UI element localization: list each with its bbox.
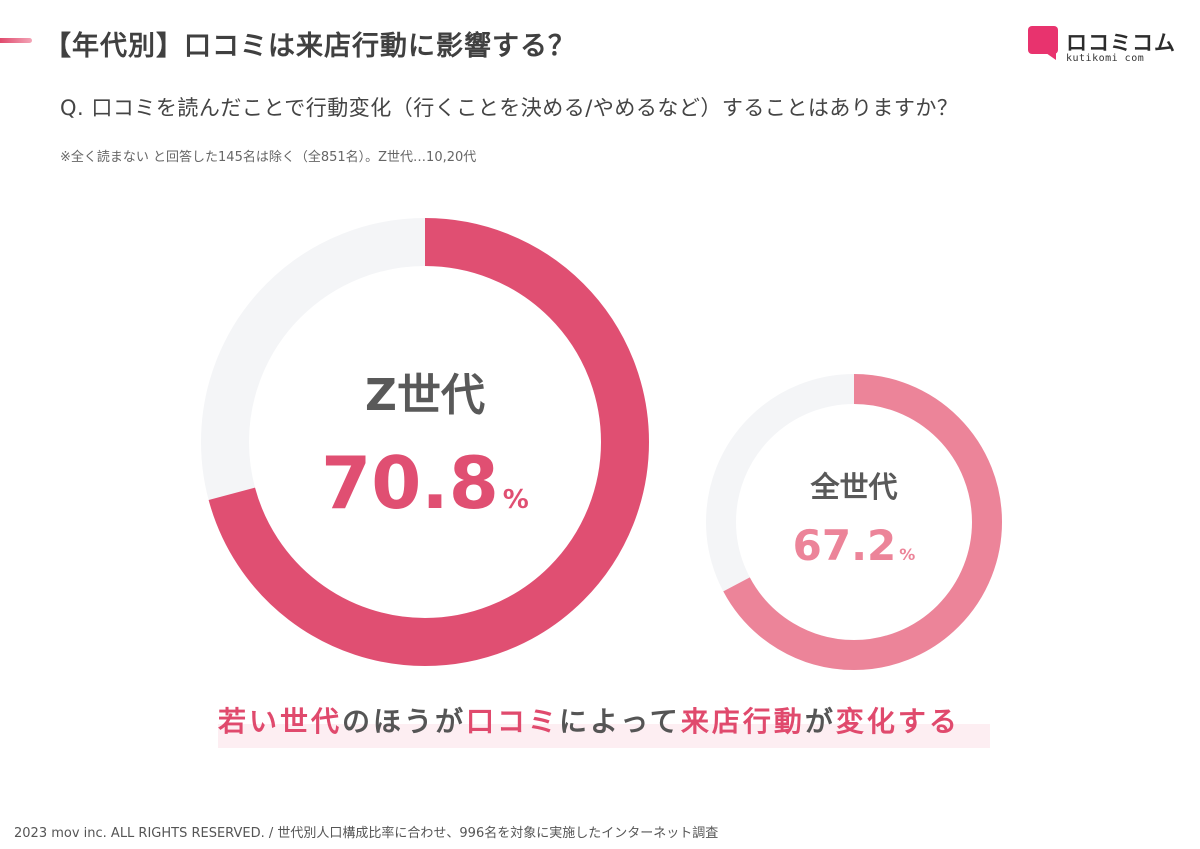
conclusion-banner: 若い世代のほうが口コミによって来店行動が変化する [218,700,990,748]
conclusion-segment: のほうが [342,705,467,738]
donut-category-label: 全世代 [809,470,897,504]
donut-value-arc [201,218,649,666]
conclusion-text: 若い世代のほうが口コミによって来店行動が変化する [218,700,990,740]
donut-chart-z-generation: Z世代 70.8% [201,218,649,666]
survey-question: Q. 口コミを読んだことで行動変化（行くことを決める/やめるなど）することはあり… [60,96,959,120]
donut-category-label: Z世代 [365,370,485,421]
logo-subtext: kutikomi com [1066,53,1145,64]
logo: ロコミコム kutikomi com [1028,26,1175,66]
logo-mark-icon [1028,26,1058,60]
donut-chart-all-generations: 全世代 67.2% [706,374,1002,670]
conclusion-highlight [218,724,990,748]
donut-value-arc [706,374,1002,670]
page-title: 【年代別】口コミは来店行動に影響する？ [44,31,576,62]
title-accent-bar [0,38,32,43]
conclusion-segment: 来店行動 [680,705,805,738]
conclusion-segment: によって [559,705,681,738]
conclusion-segment: 口コミ [466,705,560,738]
footer-credit: 2023 mov inc. ALL RIGHTS RESERVED. / 世代別… [14,826,719,841]
donut-value-label: 67.2% [793,521,916,570]
logo-text: ロコミコム [1066,31,1176,55]
donut-value-label: 70.8% [321,441,529,525]
survey-note: ※全く読まない と回答した145名は除く（全851名）。Z世代…10,20代 [60,150,477,165]
conclusion-segment: 若い世代 [218,705,343,738]
conclusion-segment: 変化する [835,705,960,738]
conclusion-segment: が [804,705,836,738]
